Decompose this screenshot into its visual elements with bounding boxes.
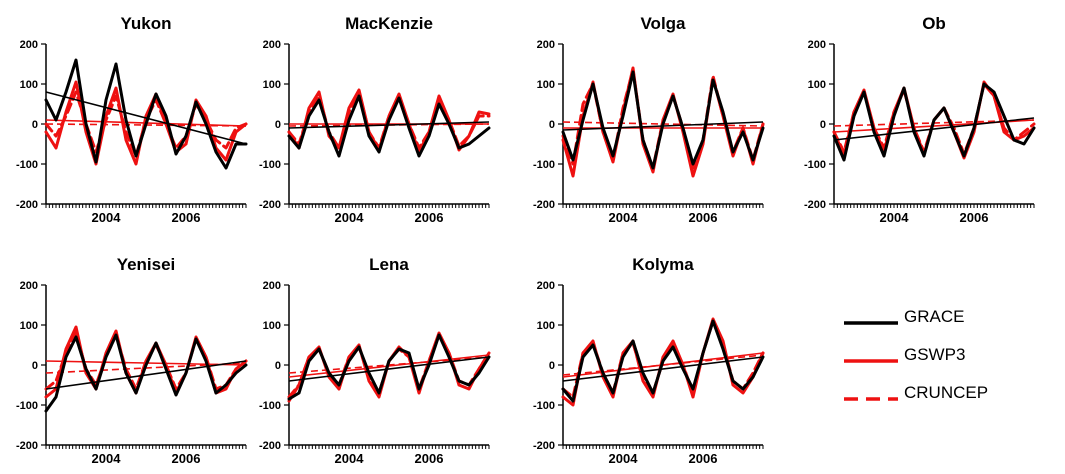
series-grace-lena bbox=[287, 333, 491, 401]
y-tick-label-yenisei: -100 bbox=[16, 400, 38, 412]
panel-title-ob: Ob bbox=[922, 14, 946, 33]
y-tick-label-lena: -100 bbox=[259, 400, 281, 412]
x-tick-label-yenisei: 2006 bbox=[172, 451, 201, 466]
trend-grace-yenisei bbox=[45, 360, 247, 390]
y-tick-label-yenisei: 200 bbox=[20, 280, 38, 292]
y-tick-label-mackenzie: 100 bbox=[263, 79, 281, 91]
y-tick-label-ob: -200 bbox=[804, 199, 826, 211]
y-tick-label-yenisei: 0 bbox=[32, 360, 38, 372]
y-tick-label-mackenzie: -100 bbox=[259, 159, 281, 171]
panel-title-lena: Lena bbox=[369, 255, 409, 274]
x-tick-label-mackenzie: 2006 bbox=[415, 210, 444, 225]
y-tick-label-yukon: -100 bbox=[16, 159, 38, 171]
series-grace-mackenzie bbox=[287, 94, 491, 158]
series-gswp3-lena bbox=[287, 331, 491, 403]
y-tick-label-volga: -100 bbox=[533, 159, 555, 171]
series-gswp3-yukon bbox=[44, 80, 248, 166]
y-tick-label-lena: 200 bbox=[263, 280, 281, 292]
trend-grace-mackenzie bbox=[288, 121, 490, 129]
y-tick-label-volga: 200 bbox=[537, 39, 555, 51]
legend-label-cruncep: CRUNCEP bbox=[904, 383, 988, 402]
y-tick-label-ob: 100 bbox=[808, 79, 826, 91]
panel-title-kolyma: Kolyma bbox=[632, 255, 694, 274]
series-grace-yenisei bbox=[44, 333, 248, 413]
x-tick-label-yukon: 2006 bbox=[172, 210, 201, 225]
x-tick-label-kolyma: 2006 bbox=[689, 451, 718, 466]
x-tick-label-mackenzie: 2004 bbox=[335, 210, 365, 225]
y-tick-label-kolyma: 100 bbox=[537, 320, 555, 332]
y-tick-label-yukon: 100 bbox=[20, 79, 38, 91]
y-tick-label-yenisei: 100 bbox=[20, 320, 38, 332]
y-tick-label-ob: -100 bbox=[804, 159, 826, 171]
legend-label-gswp3: GSWP3 bbox=[904, 345, 965, 364]
trend-grace-kolyma bbox=[562, 356, 764, 382]
y-tick-label-ob: 200 bbox=[808, 39, 826, 51]
x-tick-label-volga: 2006 bbox=[689, 210, 718, 225]
y-tick-label-lena: -200 bbox=[259, 440, 281, 452]
series-grace-kolyma bbox=[561, 319, 765, 403]
x-tick-label-ob: 2006 bbox=[960, 210, 989, 225]
y-tick-label-kolyma: -100 bbox=[533, 400, 555, 412]
trend-grace-lena bbox=[288, 356, 490, 382]
y-tick-label-volga: 100 bbox=[537, 79, 555, 91]
y-tick-label-kolyma: -200 bbox=[533, 440, 555, 452]
y-tick-label-yukon: -200 bbox=[16, 199, 38, 211]
y-tick-label-volga: 0 bbox=[549, 119, 555, 131]
y-tick-label-yukon: 200 bbox=[20, 39, 38, 51]
x-tick-label-kolyma: 2004 bbox=[609, 451, 639, 466]
trend-grace-volga bbox=[562, 121, 764, 131]
x-tick-label-yenisei: 2004 bbox=[92, 451, 122, 466]
y-tick-label-yukon: 0 bbox=[32, 119, 38, 131]
legend-label-grace: GRACE bbox=[904, 307, 964, 326]
panel-title-yukon: Yukon bbox=[120, 14, 171, 33]
panel-title-yenisei: Yenisei bbox=[117, 255, 176, 274]
y-tick-label-lena: 100 bbox=[263, 320, 281, 332]
y-tick-label-mackenzie: 200 bbox=[263, 39, 281, 51]
y-tick-label-kolyma: 200 bbox=[537, 280, 555, 292]
series-grace-ob bbox=[832, 82, 1036, 162]
y-tick-label-kolyma: 0 bbox=[549, 360, 555, 372]
trend-grace-yukon bbox=[45, 91, 247, 145]
series-grace-volga bbox=[561, 70, 765, 170]
x-tick-label-volga: 2004 bbox=[609, 210, 639, 225]
panel-title-volga: Volga bbox=[640, 14, 686, 33]
x-tick-label-yukon: 2004 bbox=[92, 210, 122, 225]
x-tick-label-lena: 2006 bbox=[415, 451, 444, 466]
trend-grace-ob bbox=[833, 117, 1035, 141]
y-tick-label-mackenzie: -200 bbox=[259, 199, 281, 211]
y-tick-label-lena: 0 bbox=[275, 360, 281, 372]
series-grace-yukon bbox=[44, 58, 248, 170]
x-tick-label-ob: 2004 bbox=[880, 210, 910, 225]
y-tick-label-volga: -200 bbox=[533, 199, 555, 211]
x-tick-label-lena: 2004 bbox=[335, 451, 365, 466]
y-tick-label-yenisei: -200 bbox=[16, 440, 38, 452]
y-tick-label-mackenzie: 0 bbox=[275, 119, 281, 131]
panel-title-mackenzie: MacKenzie bbox=[345, 14, 433, 33]
y-tick-label-ob: 0 bbox=[820, 119, 826, 131]
